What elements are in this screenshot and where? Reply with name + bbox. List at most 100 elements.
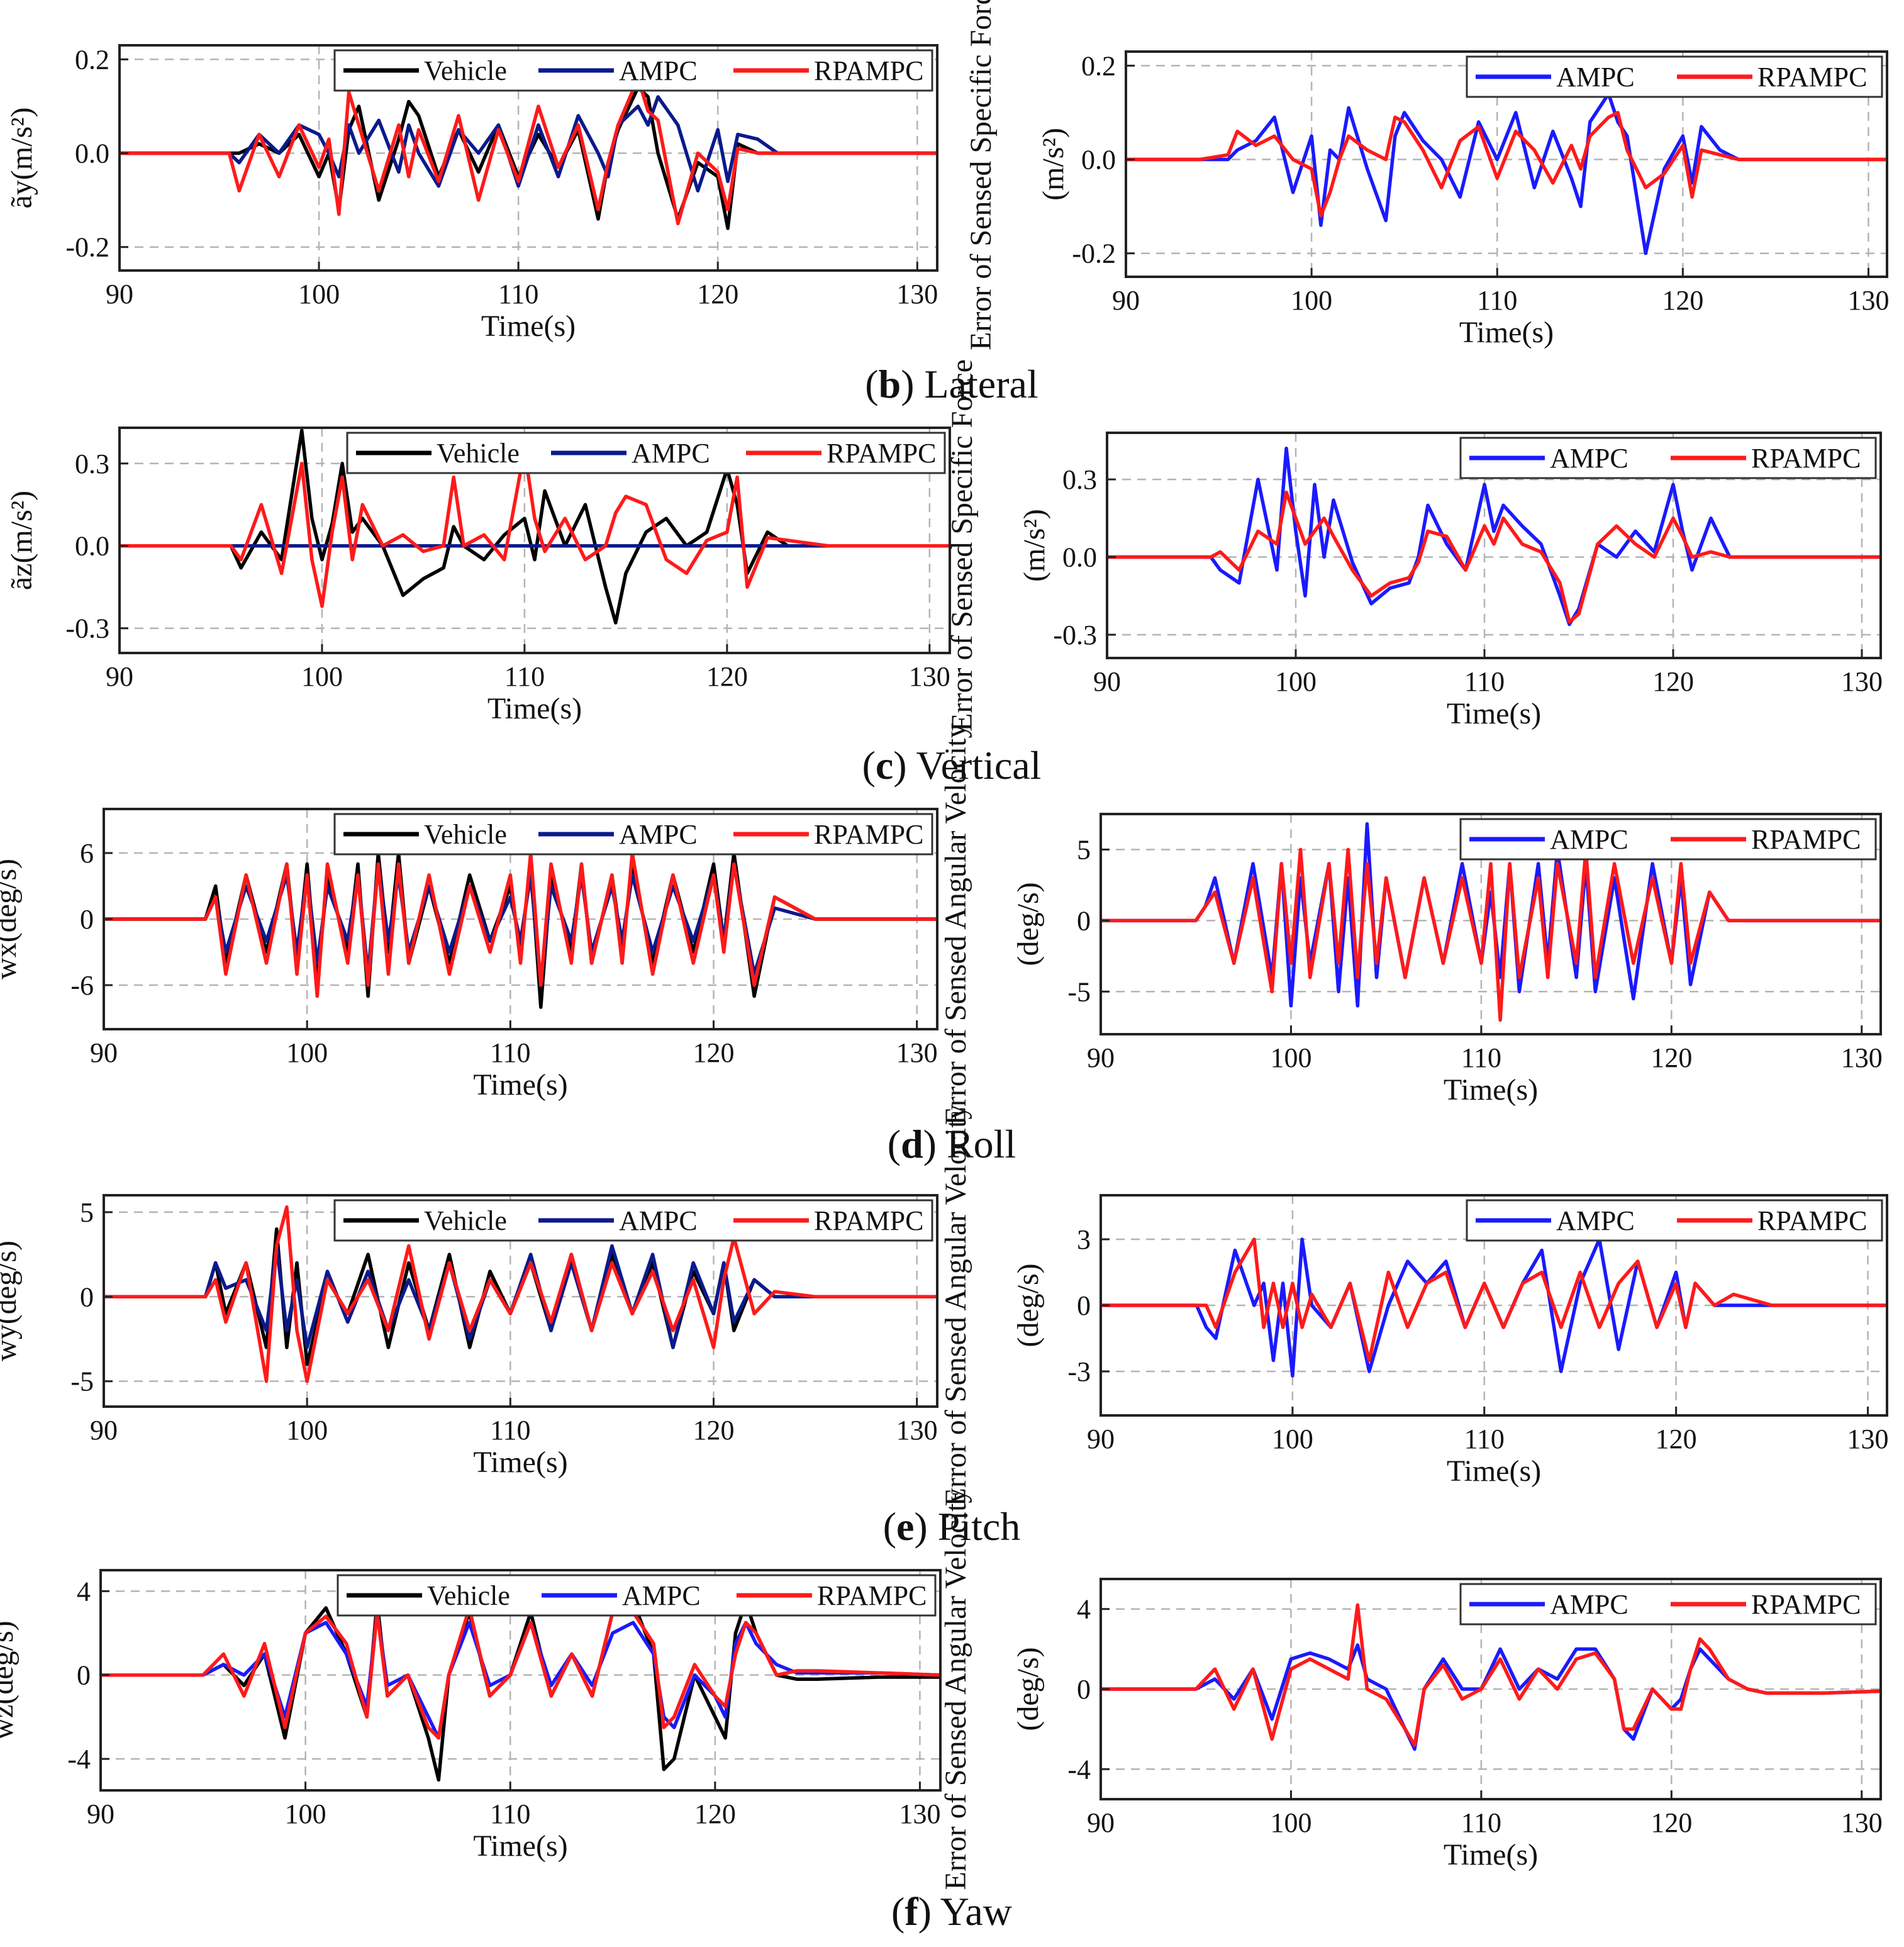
legend-label: RPAMPC xyxy=(1751,824,1861,855)
legend: Vehicle AMPC RPAMPC xyxy=(337,1574,937,1617)
plot-frame xyxy=(118,44,938,272)
x-axis-label: Time(s) xyxy=(487,692,582,725)
series-line-vehicle xyxy=(101,1600,940,1782)
y-axis-label: ãz(m/s²) xyxy=(5,491,38,590)
series-line-rpampc xyxy=(104,851,937,998)
y-tick-label: -0.2 xyxy=(65,232,109,263)
y-tick-label: 5 xyxy=(80,1197,94,1228)
y-tick-label: 3 xyxy=(1077,1224,1091,1255)
plot-frame xyxy=(118,427,951,654)
chart-lateral-left: 90 100 110 120 130 -0.2 0.0 0.2 Time(s) ãy(m/s²) V… xyxy=(5,44,938,343)
x-tick-label: 130 xyxy=(896,279,938,310)
legend-label: AMPC xyxy=(1550,824,1628,855)
x-tick-label: 130 xyxy=(896,1415,938,1446)
x-tick-label: 110 xyxy=(1477,285,1517,316)
legend-label: AMPC xyxy=(1556,1205,1635,1236)
x-tick-label: 100 xyxy=(1270,1807,1311,1838)
y-tick-label: 0.3 xyxy=(75,449,109,479)
y-tick-label: -0.3 xyxy=(1053,620,1097,650)
x-axis-label: Time(s) xyxy=(473,1829,567,1863)
x-tick-label: 100 xyxy=(285,1799,326,1829)
legend-box xyxy=(333,813,933,856)
legend-label: AMPC xyxy=(619,1205,698,1236)
x-tick-label: 90 xyxy=(106,279,133,310)
x-tick-label: 130 xyxy=(1841,1807,1883,1838)
plot-frame xyxy=(1125,50,1888,278)
legend-label: RPAMPC xyxy=(1751,1589,1861,1620)
x-tick-label: 100 xyxy=(286,1037,328,1068)
y-tick-label: 0 xyxy=(80,1281,94,1312)
x-tick-label: 100 xyxy=(298,279,340,310)
y-tick-label: 0.0 xyxy=(1081,145,1116,176)
y-axis-label: Error of Sensed Angular Velocity xyxy=(939,1488,972,1890)
x-tick-label: 120 xyxy=(706,661,748,692)
plots: 90 100 110 120 130 -0.2 0.0 0.2 Time(s) ãy(m/s²) V… xyxy=(0,0,1889,1890)
x-tick-label: 130 xyxy=(899,1799,940,1829)
x-axis-label: Time(s) xyxy=(1459,316,1554,349)
legend: Vehicle AMPC RPAMPC xyxy=(333,49,933,92)
legend-label: AMPC xyxy=(1556,62,1635,92)
x-tick-label: 90 xyxy=(1087,1424,1115,1454)
x-tick-label: 90 xyxy=(1093,666,1121,697)
series-line-ampc xyxy=(1101,1643,1881,1751)
caption-vertical: (c) Vertical xyxy=(862,743,1042,788)
x-tick-label: 120 xyxy=(693,1037,735,1068)
legend-box xyxy=(333,49,933,92)
y-tick-label: 0.2 xyxy=(1081,50,1116,81)
legend-label: RPAMPC xyxy=(817,1580,927,1611)
x-tick-label: 90 xyxy=(90,1415,118,1446)
x-tick-label: 110 xyxy=(490,1799,530,1829)
y-tick-label: 0.2 xyxy=(75,44,109,75)
series-line-rpampc xyxy=(1101,1603,1881,1747)
legend-label: AMPC xyxy=(1550,443,1628,474)
y-axis-unit: (deg/s) xyxy=(1011,882,1045,966)
chart-vertical-left: 90 100 110 120 130 -0.3 0.0 0.3 Time(s) ãz(m/s²) V… xyxy=(5,427,951,725)
legend-label: RPAMPC xyxy=(827,438,937,469)
series-line-ampc xyxy=(120,95,937,192)
legend-label: AMPC xyxy=(619,55,698,86)
plot-frame xyxy=(1100,813,1882,1035)
y-tick-label: 0 xyxy=(77,1660,91,1691)
chart-roll-left: 90 100 110 120 130 -6 0 6 Time(s) w̃x(deg/s) Vehic… xyxy=(0,808,938,1102)
series-line-rpampc xyxy=(1107,490,1881,624)
y-axis-label: w̃z(deg/s) xyxy=(0,1621,19,1739)
x-tick-label: 90 xyxy=(1087,1807,1115,1838)
y-tick-label: 0 xyxy=(1077,1290,1091,1321)
x-axis-label: Time(s) xyxy=(481,310,576,343)
series-line-rpampc xyxy=(104,1205,937,1383)
y-axis-label: Error of Sensed Specific Force xyxy=(964,0,998,350)
x-tick-label: 120 xyxy=(1652,666,1694,697)
x-tick-label: 90 xyxy=(1112,285,1140,316)
series-line-rpampc xyxy=(1101,1237,1887,1363)
x-axis-label: Time(s) xyxy=(1444,1838,1538,1872)
legend-label: Vehicle xyxy=(424,55,507,86)
legend: AMPC RPAMPC xyxy=(1459,818,1877,861)
legend-label: Vehicle xyxy=(427,1580,510,1611)
plot-frame xyxy=(1106,432,1882,659)
legend-label: AMPC xyxy=(619,819,698,850)
x-axis-label: Time(s) xyxy=(1447,1454,1541,1488)
legend-label: RPAMPC xyxy=(814,819,924,850)
y-tick-label: -5 xyxy=(70,1366,94,1397)
y-tick-label: 0.3 xyxy=(1062,464,1097,495)
x-tick-label: 130 xyxy=(896,1037,938,1068)
caption-yaw: (f) Yaw xyxy=(891,1889,1012,1934)
legend-box xyxy=(337,1574,937,1617)
y-tick-label: 4 xyxy=(77,1576,91,1607)
x-tick-label: 100 xyxy=(1272,1424,1313,1454)
legend-label: Vehicle xyxy=(437,438,520,469)
y-axis-label: w̃y(deg/s) xyxy=(0,1241,23,1361)
y-tick-label: 0.0 xyxy=(75,138,109,169)
x-tick-label: 110 xyxy=(1464,1424,1505,1454)
legend-label: RPAMPC xyxy=(1751,443,1861,474)
chart-yaw-right: 90 100 110 120 130 -4 0 4 Time(s) Error of Sensed… xyxy=(939,1488,1883,1890)
legend-box xyxy=(333,1199,933,1242)
legend: AMPC RPAMPC xyxy=(1459,437,1877,479)
y-axis-unit: (deg/s) xyxy=(1011,1647,1045,1731)
legend-label: AMPC xyxy=(1550,1589,1628,1620)
legend-label: RPAMPC xyxy=(814,55,924,86)
y-axis-label: Error of Sensed Angular Velocity xyxy=(939,1105,972,1507)
legend: Vehicle AMPC RPAMPC xyxy=(346,432,946,474)
y-tick-label: 0.0 xyxy=(1062,542,1097,573)
chart-pitch-right: 90 100 110 120 130 -3 0 3 Time(s) Error of Sensed… xyxy=(939,1105,1889,1507)
